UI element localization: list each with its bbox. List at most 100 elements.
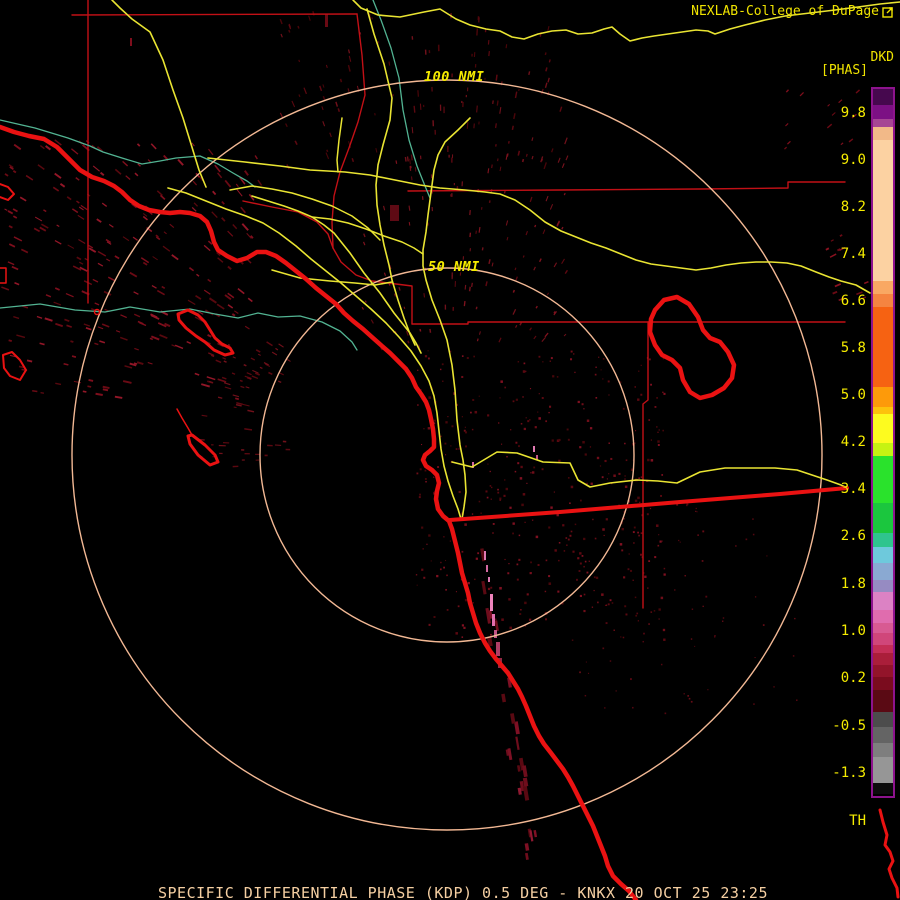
units-label: [PHAS]	[821, 63, 868, 78]
river-line-1	[0, 303, 358, 351]
colorbar-tick-label: 7.4	[840, 246, 866, 262]
island-sanclemente	[186, 433, 220, 467]
colorbar-tick-label: 5.0	[840, 387, 866, 403]
county-line-salton-west	[642, 321, 649, 609]
colorbar-tick-label: 1.0	[840, 623, 866, 639]
colorbar-tick-label: 9.8	[840, 105, 866, 121]
county-line-sanbern	[331, 13, 413, 325]
colorbar-segment	[873, 653, 893, 665]
colorbar-tick-label: -1.3	[832, 765, 866, 781]
product-caption: SPECIFIC DIFFERENTIAL PHASE (KDP) 0.5 DE…	[158, 884, 768, 900]
external-link-icon	[882, 6, 893, 18]
county-line-la-orange	[242, 200, 334, 249]
colorbar	[871, 87, 895, 798]
colorbar-tick-label: 0.2	[840, 670, 866, 686]
colorbar-segment	[873, 414, 893, 443]
colorbar-segment	[873, 119, 893, 127]
road-nw	[111, 0, 207, 188]
colorbar-segment	[873, 645, 893, 653]
road-la-mid	[251, 195, 422, 354]
road-i8	[451, 451, 848, 489]
coastline	[0, 124, 639, 900]
colorbar-segment	[873, 443, 893, 456]
colorbar-segment	[873, 547, 893, 563]
range-ring-label: 50 NMI	[428, 259, 480, 275]
road-ns-west	[366, 8, 416, 346]
colorbar-tick-label: 2.6	[840, 528, 866, 544]
colorbar-segment	[873, 127, 893, 140]
colorbar-segment	[873, 783, 893, 794]
river-line-2	[372, 0, 431, 199]
colorbar-segment	[873, 633, 893, 645]
colorbar-tick-label: 9.0	[840, 152, 866, 168]
colorbar-segment	[873, 533, 893, 547]
range-ring-label: 100 NMI	[424, 69, 484, 85]
colorbar-segment	[873, 105, 893, 119]
colorbar-segment	[873, 580, 893, 592]
clutter-sd-dense	[415, 350, 666, 641]
colorado-river	[878, 808, 900, 899]
road-i15	[422, 117, 471, 520]
road-i5-coastal	[167, 187, 462, 520]
colorbar-segment	[873, 690, 893, 712]
road-top	[352, 0, 900, 42]
colorbar-segment	[873, 140, 893, 281]
road-la-conn1	[229, 185, 381, 241]
salton-sea	[647, 294, 737, 401]
county-line-imperial	[411, 321, 846, 325]
island-left-3	[0, 267, 7, 284]
road-la-east-r6	[207, 157, 871, 294]
colorbar-segment	[873, 592, 893, 610]
nexlab-credit-text: NEXLAB-College of DuPage	[691, 4, 879, 19]
colorbar-segment	[873, 563, 893, 580]
clutter-bar-left	[825, 234, 869, 302]
islet-dot	[93, 308, 101, 316]
river-line-3	[0, 119, 256, 188]
colorbar-tick-label: 8.2	[840, 199, 866, 215]
colorbar-segment	[873, 757, 893, 783]
island-left-2	[2, 351, 27, 381]
range-ring-100nmi	[71, 79, 823, 831]
colorbar-segment	[873, 665, 893, 677]
clutter-la-east	[279, 11, 568, 172]
county-line-north	[71, 13, 358, 16]
colorbar-segment	[873, 387, 893, 407]
nexlab-credit-link[interactable]: NEXLAB-College of DuPage	[691, 4, 894, 19]
clutter-nw-band	[1, 139, 263, 401]
colorbar-segment	[873, 89, 893, 105]
colorbar-segment	[873, 727, 893, 743]
clutter-island-lee	[197, 341, 291, 468]
road-la-vert	[336, 117, 343, 173]
colorbar-tick-label: 4.2	[840, 434, 866, 450]
range-ring-50nmi	[259, 267, 635, 643]
island-left-1	[0, 183, 15, 201]
colorbar-tick-label: -0.5	[832, 718, 866, 734]
colorbar-segment	[873, 281, 893, 294]
south-radial-streaks	[480, 548, 538, 860]
island-sanclemente-tail	[176, 408, 193, 436]
colorbar-segment	[873, 307, 893, 387]
island-catalina	[176, 308, 235, 357]
colorbar-segment	[873, 456, 893, 503]
colorbar-segment	[873, 743, 893, 757]
road-la-conn2	[311, 216, 424, 255]
colorbar-tick-label: 3.4	[840, 481, 866, 497]
product-code-label: DKD	[870, 50, 894, 65]
colorbar-tick-label: 6.6	[840, 293, 866, 309]
colorbar-segment	[873, 294, 893, 307]
colorbar-tick-label: 5.8	[840, 340, 866, 356]
colorbar-tick-label: TH	[849, 813, 866, 829]
road-south-coast	[271, 269, 393, 286]
us-mexico-border	[448, 486, 849, 522]
colorbar-segment	[873, 623, 893, 633]
colorbar-segment	[873, 407, 893, 414]
colorbar-tick-label: 1.8	[840, 576, 866, 592]
colorbar-segment	[873, 712, 893, 727]
county-line-riverside	[407, 181, 846, 192]
colorbar-segment	[873, 610, 893, 623]
clutter-mid	[361, 153, 569, 351]
colorbar-segment	[873, 503, 893, 533]
clutter-se-sparse	[566, 501, 798, 715]
